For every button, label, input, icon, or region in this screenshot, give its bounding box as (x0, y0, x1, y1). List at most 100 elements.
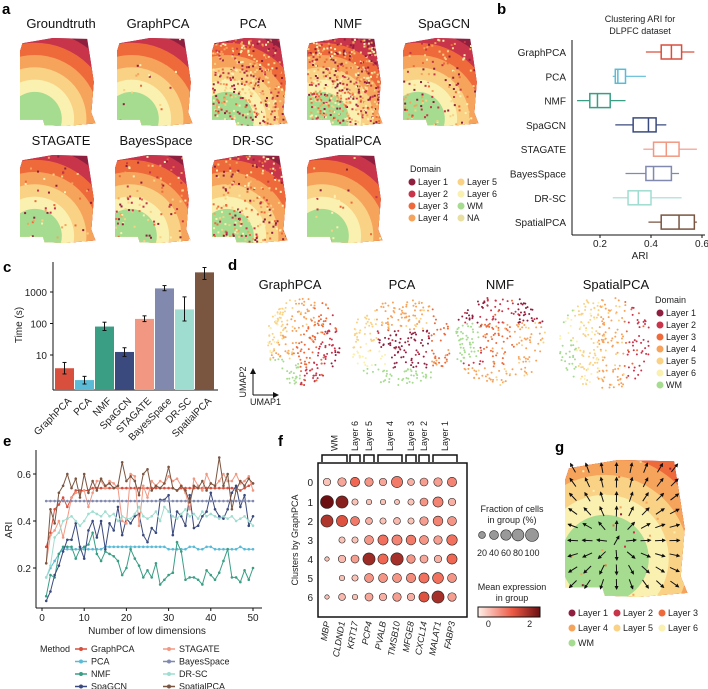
noise-spot (224, 112, 227, 115)
noise-spot (345, 98, 348, 101)
noise-spot (378, 53, 381, 56)
noise-spot (237, 208, 240, 211)
size-legend-dot (478, 531, 486, 539)
noise-spot (415, 104, 418, 107)
noise-spot (219, 82, 222, 85)
noise-spot (332, 38, 335, 41)
noise-spot (191, 207, 193, 209)
umap-point (318, 319, 321, 322)
chart-title: DLPFC dataset (609, 26, 671, 36)
noise-spot (333, 125, 336, 126)
noise-spot (476, 42, 479, 45)
chart-title: Clustering ARI for (605, 14, 676, 24)
noise-spot (221, 122, 224, 125)
umap-point (421, 313, 424, 316)
noise-spot (317, 95, 320, 98)
noise-spot (259, 122, 262, 125)
noise-spot (47, 191, 50, 194)
umap-point (488, 377, 491, 380)
umap-point (640, 351, 643, 354)
umap-point (299, 333, 302, 336)
umap-point (518, 321, 521, 324)
noise-spot (241, 64, 244, 67)
noise-spot (475, 104, 478, 107)
noise-spot (254, 238, 257, 241)
dot (338, 574, 346, 582)
noise-spot (368, 97, 371, 100)
noise-spot (443, 62, 446, 65)
umap-point (581, 383, 584, 386)
umap-point (365, 342, 368, 345)
noise-spot (282, 229, 285, 232)
noise-spot (148, 74, 151, 77)
x-tick-label: 30 (163, 613, 175, 624)
noise-spot (217, 238, 220, 241)
noise-spot (283, 63, 286, 66)
noise-spot (345, 168, 348, 171)
noise-spot (431, 60, 434, 63)
noise-spot (382, 45, 383, 48)
umap-point (425, 350, 428, 353)
noise-spot (254, 107, 257, 110)
noise-spot (245, 116, 248, 119)
noise-spot (289, 216, 291, 218)
umap-point (475, 355, 478, 358)
umap-point (631, 313, 634, 316)
noise-spot (315, 51, 318, 54)
dot (324, 594, 330, 600)
noise-spot (380, 76, 383, 79)
umap-point (465, 317, 468, 320)
noise-spot (251, 92, 254, 95)
noise-spot (367, 98, 370, 101)
umap-point (359, 329, 362, 332)
noise-spot (247, 184, 250, 187)
noise-spot (347, 97, 350, 100)
data-point (70, 538, 73, 542)
noise-spot (255, 166, 258, 169)
noise-spot (352, 41, 355, 44)
data-point (222, 484, 225, 488)
trajectory-arrow (570, 462, 576, 473)
noise-spot (462, 58, 465, 61)
dot (391, 476, 403, 488)
noise-spot (335, 62, 338, 65)
noise-spot (261, 187, 264, 190)
noise-spot (387, 79, 389, 81)
data-point (141, 545, 145, 549)
umap-point (291, 325, 294, 328)
umap-point (466, 322, 469, 325)
umap-point (625, 330, 628, 333)
umap-point (512, 312, 515, 315)
data-point (91, 519, 94, 523)
noise-spot (284, 214, 287, 217)
noise-spot (130, 91, 133, 94)
data-point (70, 499, 73, 503)
noise-spot (411, 114, 414, 117)
noise-spot (254, 64, 257, 67)
umap-point (405, 305, 408, 308)
umap-point (410, 364, 413, 367)
noise-spot (639, 460, 642, 463)
noise-spot (432, 77, 435, 80)
umap-point (314, 323, 317, 326)
noise-spot (64, 167, 67, 170)
noise-spot (245, 66, 248, 69)
noise-spot (223, 97, 226, 100)
data-point (184, 547, 187, 551)
noise-spot (116, 191, 119, 194)
noise-spot (355, 97, 358, 100)
umap-point (562, 321, 565, 324)
series-line (45, 505, 254, 578)
umap-point (418, 302, 421, 305)
y-axis-label: Time (s) (14, 307, 25, 343)
umap-point (397, 318, 400, 321)
noise-spot (336, 78, 339, 81)
data-point (87, 547, 90, 551)
legend-label: Layer 2 (623, 608, 653, 618)
noise-spot (387, 40, 389, 42)
umap-point (582, 351, 585, 354)
umap-point (614, 368, 617, 371)
umap-point (525, 347, 528, 350)
noise-spot (352, 51, 355, 54)
noise-spot (262, 119, 265, 122)
